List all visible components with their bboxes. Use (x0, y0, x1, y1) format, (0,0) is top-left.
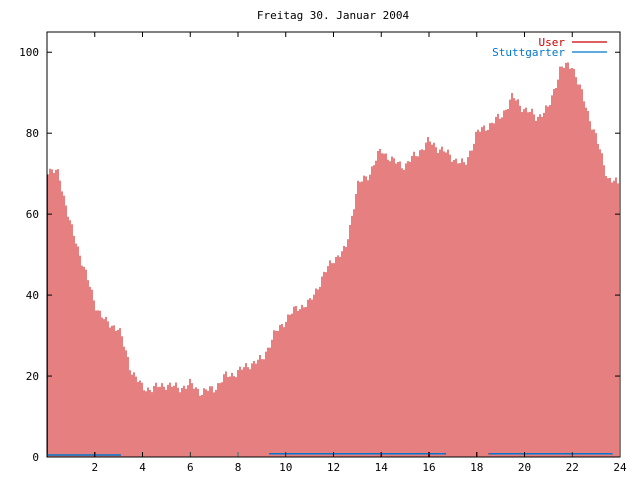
legend: User Stuttgarter (492, 36, 607, 59)
x-tick-label: 8 (235, 461, 242, 474)
stuttgarter-series-lines (47, 453, 613, 456)
y-tick-label: 100 (19, 46, 39, 59)
chart-title: Freitag 30. Januar 2004 (257, 9, 410, 22)
x-tick-label: 6 (187, 461, 194, 474)
y-axis: 0 20 40 60 80 100 (19, 46, 620, 464)
x-tick-label: 22 (566, 461, 579, 474)
y-tick-label: 20 (26, 370, 39, 383)
user-series-bars (47, 62, 619, 457)
x-tick-label: 20 (518, 461, 531, 474)
x-tick-label: 16 (422, 461, 435, 474)
legend-label-user: User (539, 36, 566, 49)
x-tick-label: 2 (91, 461, 98, 474)
y-tick-label: 60 (26, 208, 39, 221)
y-tick-label: 40 (26, 289, 39, 302)
x-tick-label: 14 (375, 461, 389, 474)
x-tick-label: 18 (470, 461, 483, 474)
y-tick-label: 0 (32, 451, 39, 464)
x-tick-label: 10 (279, 461, 292, 474)
y-tick-label: 80 (26, 127, 39, 140)
x-tick-label: 4 (139, 461, 146, 474)
x-tick-label: 12 (327, 461, 340, 474)
x-axis: 2 4 6 8 10 12 14 16 18 20 22 24 (91, 32, 627, 474)
legend-label-stuttgarter: Stuttgarter (492, 46, 565, 59)
x-tick-label: 24 (613, 461, 627, 474)
